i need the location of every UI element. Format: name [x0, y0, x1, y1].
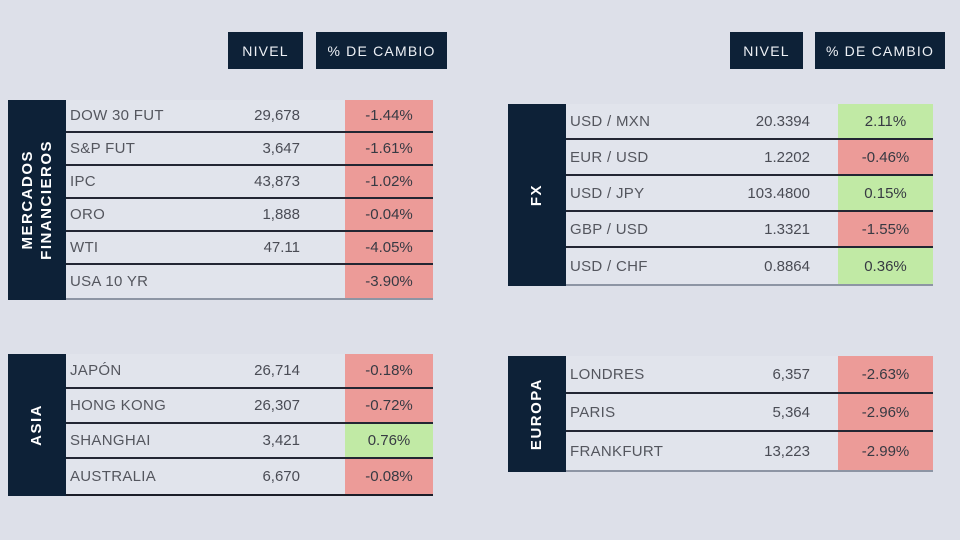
table-row: USD / JPY 103.4800 0.15% [566, 176, 933, 212]
cambio-value: -0.72% [345, 389, 433, 422]
instrument-label: IPC [70, 173, 96, 190]
nivel-value: 26,307 [254, 397, 300, 414]
table-row: ORO 1,888 -0.04% [66, 199, 433, 232]
cambio-value: -0.46% [838, 140, 933, 174]
instrument-label: USA 10 YR [70, 273, 149, 290]
cambio-value: -0.18% [345, 354, 433, 387]
nivel-value: 3,421 [262, 432, 300, 449]
cambio-value: -0.04% [345, 199, 433, 230]
section-title-line: FX [528, 183, 546, 207]
cambio-value: 2.11% [838, 104, 933, 138]
table-europa: EUROPA LONDRES 6,357 -2.63% PARIS 5,364 … [508, 356, 933, 472]
nivel-value [190, 265, 300, 298]
cambio-value: -1.44% [345, 100, 433, 131]
market-label: FRANKFURT [570, 442, 664, 460]
table-row: S&P FUT 3,647 -1.61% [66, 133, 433, 166]
table-row: DOW 30 FUT 29,678 -1.44% [66, 100, 433, 133]
section-title-line: FINANCIEROS [38, 140, 55, 260]
instrument-label: ORO [70, 206, 106, 223]
nivel-value: 1.3321 [764, 220, 810, 238]
table-row: USA 10 YR -3.90% [66, 265, 433, 298]
nivel-value: 26,714 [254, 362, 300, 379]
section-title-mercados-financieros: MERCADOS FINANCIEROS [8, 100, 66, 300]
nivel-value: 6,357 [772, 365, 810, 383]
nivel-header-right[interactable]: NIVEL [730, 32, 803, 69]
nivel-value: 29,678 [254, 107, 300, 124]
cambio-value: -3.90% [345, 265, 433, 298]
table-rows: LONDRES 6,357 -2.63% PARIS 5,364 -2.96% … [566, 356, 933, 472]
nivel-value: 6,670 [262, 468, 300, 485]
cambio-value: -1.61% [345, 133, 433, 164]
table-row: EUR / USD 1.2202 -0.46% [566, 140, 933, 176]
table-rows: USD / MXN 20.3394 2.11% EUR / USD 1.2202… [566, 104, 933, 286]
currency-pair-label: USD / JPY [570, 184, 645, 202]
table-row: LONDRES 6,357 -2.63% [566, 356, 933, 394]
cambio-value: -1.02% [345, 166, 433, 197]
nivel-value: 1,888 [262, 206, 300, 223]
nivel-value: 43,873 [254, 173, 300, 190]
cambio-value: -2.63% [838, 356, 933, 392]
currency-pair-label: GBP / USD [570, 220, 649, 238]
cambio-header-right[interactable]: % DE CAMBIO [815, 32, 945, 69]
instrument-label: WTI [70, 239, 99, 256]
cambio-value: 0.76% [345, 424, 433, 457]
section-title-asia: ASIA [8, 354, 66, 496]
section-title-fx: FX [508, 104, 566, 286]
section-title-europa: EUROPA [508, 356, 566, 472]
section-title-line: MERCADOS [18, 150, 36, 250]
market-label: SHANGHAI [70, 432, 151, 449]
market-label: PARIS [570, 403, 616, 421]
cambio-header-left[interactable]: % DE CAMBIO [316, 32, 447, 69]
market-label: AUSTRALIA [70, 468, 157, 485]
table-fx: FX USD / MXN 20.3394 2.11% EUR / USD 1.2… [508, 104, 933, 286]
cambio-value: -2.96% [838, 394, 933, 430]
table-row: PARIS 5,364 -2.96% [566, 394, 933, 432]
nivel-value: 20.3394 [755, 112, 810, 130]
currency-pair-label: USD / CHF [570, 257, 648, 275]
market-label: JAPÓN [70, 362, 122, 379]
table-rows: JAPÓN 26,714 -0.18% HONG KONG 26,307 -0.… [66, 354, 433, 496]
cambio-value: -2.99% [838, 432, 933, 470]
nivel-value: 3,647 [262, 140, 300, 157]
cambio-value: 0.15% [838, 176, 933, 210]
cambio-value: -4.05% [345, 232, 433, 263]
nivel-value: 103.4800 [747, 184, 810, 202]
table-row: IPC 43,873 -1.02% [66, 166, 433, 199]
table-row: WTI 47.11 -4.05% [66, 232, 433, 265]
instrument-label: DOW 30 FUT [70, 107, 164, 124]
table-row: JAPÓN 26,714 -0.18% [66, 354, 433, 389]
table-row: SHANGHAI 3,421 0.76% [66, 424, 433, 459]
nivel-value: 1.2202 [764, 148, 810, 166]
table-row: HONG KONG 26,307 -0.72% [66, 389, 433, 424]
cambio-value: -0.08% [345, 459, 433, 494]
nivel-header-left[interactable]: NIVEL [228, 32, 303, 69]
section-title-line: EUROPA [528, 377, 546, 451]
table-row: FRANKFURT 13,223 -2.99% [566, 432, 933, 470]
section-title-line: ASIA [28, 404, 46, 446]
cambio-value: 0.36% [838, 248, 933, 284]
table-rows: DOW 30 FUT 29,678 -1.44% S&P FUT 3,647 -… [66, 100, 433, 300]
currency-pair-label: EUR / USD [570, 148, 649, 166]
nivel-value: 13,223 [764, 442, 810, 460]
nivel-value: 5,364 [772, 403, 810, 421]
cambio-value: -1.55% [838, 212, 933, 246]
table-row: AUSTRALIA 6,670 -0.08% [66, 459, 433, 494]
table-row: USD / MXN 20.3394 2.11% [566, 104, 933, 140]
market-label: HONG KONG [70, 397, 167, 414]
table-mercados-financieros: MERCADOS FINANCIEROS DOW 30 FUT 29,678 -… [8, 100, 433, 300]
table-asia: ASIA JAPÓN 26,714 -0.18% HONG KONG 26,30… [8, 354, 433, 496]
currency-pair-label: USD / MXN [570, 112, 651, 130]
nivel-value: 47.11 [263, 239, 300, 256]
instrument-label: S&P FUT [70, 140, 136, 157]
market-label: LONDRES [570, 365, 645, 383]
table-row: GBP / USD 1.3321 -1.55% [566, 212, 933, 248]
table-row: USD / CHF 0.8864 0.36% [566, 248, 933, 284]
nivel-value: 0.8864 [764, 257, 810, 275]
